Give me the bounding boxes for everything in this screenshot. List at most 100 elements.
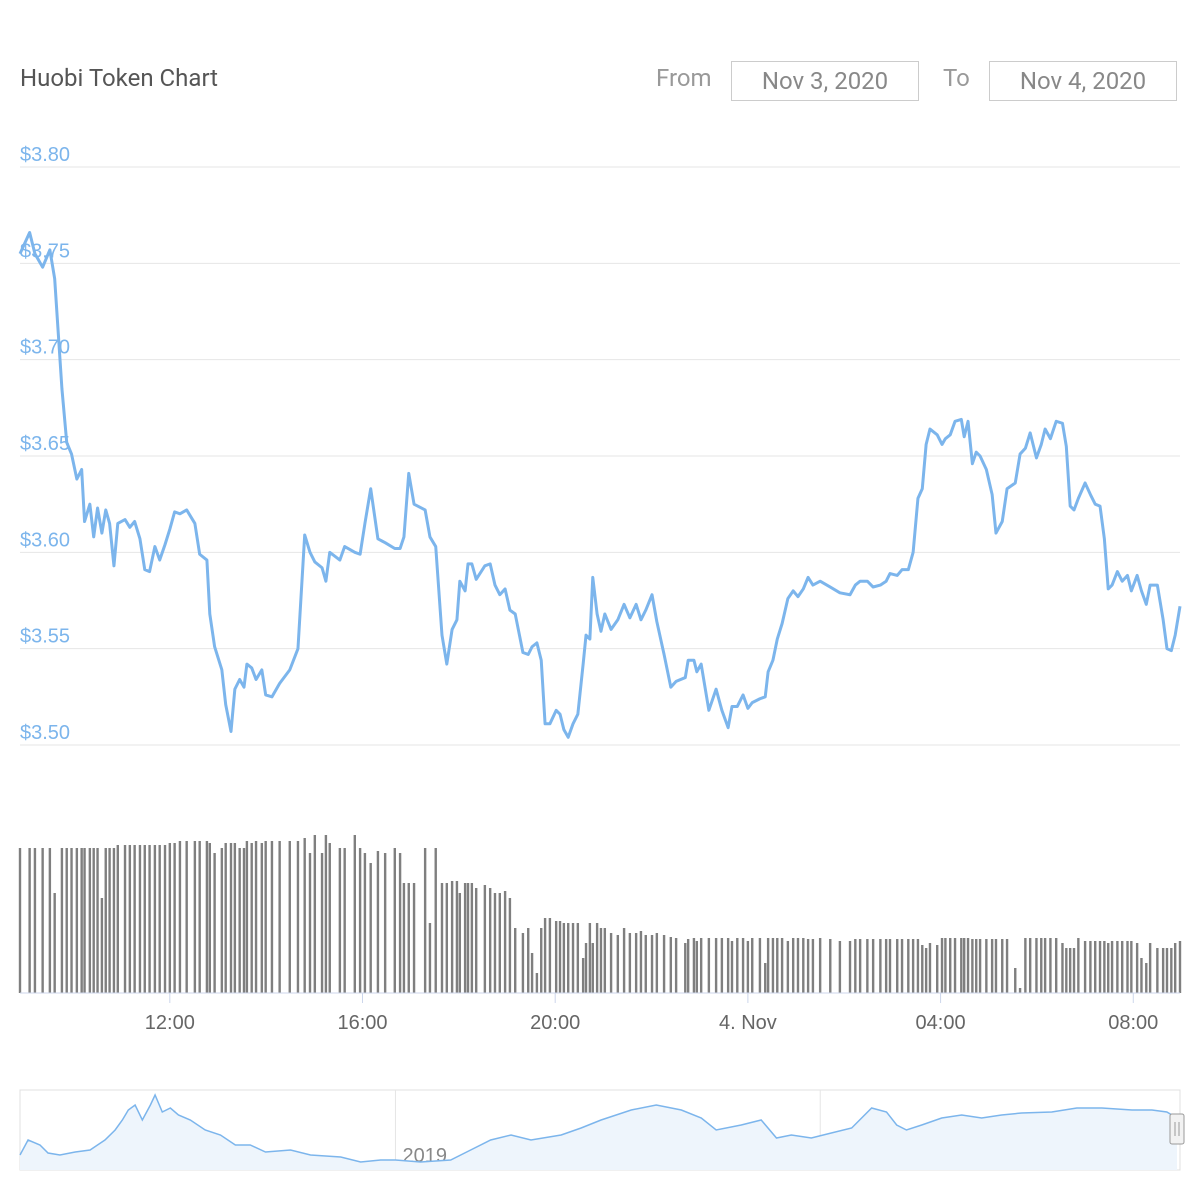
volume-bar [1130, 941, 1133, 993]
volume-bar [393, 848, 396, 993]
volume-bar [208, 843, 212, 993]
volume-bar [1103, 941, 1106, 993]
volume-bar [1072, 948, 1076, 993]
volume-bar [260, 843, 264, 993]
volume-bar [802, 938, 805, 993]
volume-bar [233, 843, 237, 993]
y-tick-label: $3.80 [20, 144, 70, 166]
volume-bar [776, 938, 779, 993]
volume-bar [879, 939, 882, 993]
volume-bar [376, 851, 380, 993]
volume-bar [540, 928, 543, 993]
volume-bar [458, 893, 462, 993]
volume-bar [80, 848, 83, 993]
volume-bar [591, 943, 594, 993]
volume-bar [1024, 938, 1027, 993]
volume-bar [383, 853, 387, 993]
volume-bar [313, 835, 317, 993]
volume-bar [684, 943, 687, 993]
volume-bar [936, 945, 939, 993]
volume-bar [1145, 963, 1148, 993]
volume-bar [1110, 941, 1114, 993]
volume-bar [483, 885, 487, 993]
volume-bar [548, 918, 552, 993]
volume-bar [178, 841, 182, 993]
volume-bar [543, 918, 547, 993]
volume-bar [296, 841, 300, 993]
volume-bar [1018, 988, 1022, 993]
volume-bar [1068, 948, 1072, 993]
from-date-input[interactable]: Nov 3, 2020 [731, 61, 919, 101]
volume-bar [848, 941, 852, 993]
volume-bar [695, 941, 699, 993]
navigator-handle[interactable] [1169, 1113, 1185, 1145]
volume-bar [616, 935, 620, 993]
volume-bar [168, 843, 172, 993]
volume-bar [198, 841, 201, 993]
volume-bar [628, 933, 632, 993]
volume-bar [990, 939, 994, 993]
volume-bar [699, 938, 703, 993]
volume-bar [960, 938, 963, 993]
volume-bar [1083, 941, 1087, 993]
volume-bar [796, 938, 800, 993]
volume-bar [1148, 943, 1152, 993]
volume-bar [488, 888, 492, 993]
volume-bar [962, 938, 966, 993]
volume-bar [428, 923, 432, 993]
to-label: To [943, 64, 970, 92]
volume-bar [193, 841, 197, 993]
price-line [18, 231, 1182, 739]
volume-bar [83, 848, 86, 993]
volume-bar [949, 938, 952, 993]
volume-bar [692, 938, 696, 993]
volume-bar [758, 938, 762, 993]
volume-bar [264, 841, 267, 993]
volume-bar [288, 841, 291, 993]
volume-bar [41, 848, 44, 993]
volume-bar [736, 938, 739, 993]
volume-bar [966, 938, 970, 993]
to-date-input[interactable]: Nov 4, 2020 [989, 61, 1177, 101]
volume-bar [1135, 943, 1139, 993]
volume-bar [994, 939, 998, 993]
volume-bar [871, 939, 875, 993]
volume-bar [650, 935, 654, 993]
volume-bar [1089, 941, 1092, 993]
volume-bar [741, 938, 745, 993]
volume-bar [1054, 938, 1058, 993]
x-tick-label: 16:00 [337, 1012, 387, 1034]
volume-bar [771, 938, 775, 993]
volume-bar [229, 843, 233, 993]
volume-bar [1077, 938, 1080, 993]
volume-bar [412, 883, 416, 993]
volume-bar [1065, 948, 1068, 993]
volume-bar [143, 845, 146, 993]
volume-bar [806, 939, 810, 993]
volume-bar [466, 883, 470, 993]
volume-bar [185, 841, 188, 993]
volume-bar [1028, 938, 1032, 993]
volume-bar [369, 863, 372, 993]
volume-bar [900, 939, 904, 993]
x-tick-label: 12:00 [145, 1012, 195, 1034]
volume-bar [470, 883, 474, 993]
volume-bar [584, 943, 588, 993]
volume-bar [158, 845, 161, 993]
volume-bar [888, 939, 892, 993]
volume-bar [924, 948, 928, 993]
volume-bar [818, 938, 822, 993]
volume-bar [1005, 939, 1009, 993]
volume-bar [1120, 941, 1124, 993]
volume-bar [1014, 968, 1017, 993]
volume-bar [554, 921, 558, 993]
volume-bar [398, 853, 402, 993]
volume-bar [655, 933, 659, 993]
volume-bar [928, 943, 932, 993]
volume-bar [53, 893, 56, 993]
volume-bar [1140, 958, 1143, 993]
volume-bar [1126, 941, 1129, 993]
volume-bar [599, 928, 603, 993]
volume-bar [1173, 943, 1177, 993]
